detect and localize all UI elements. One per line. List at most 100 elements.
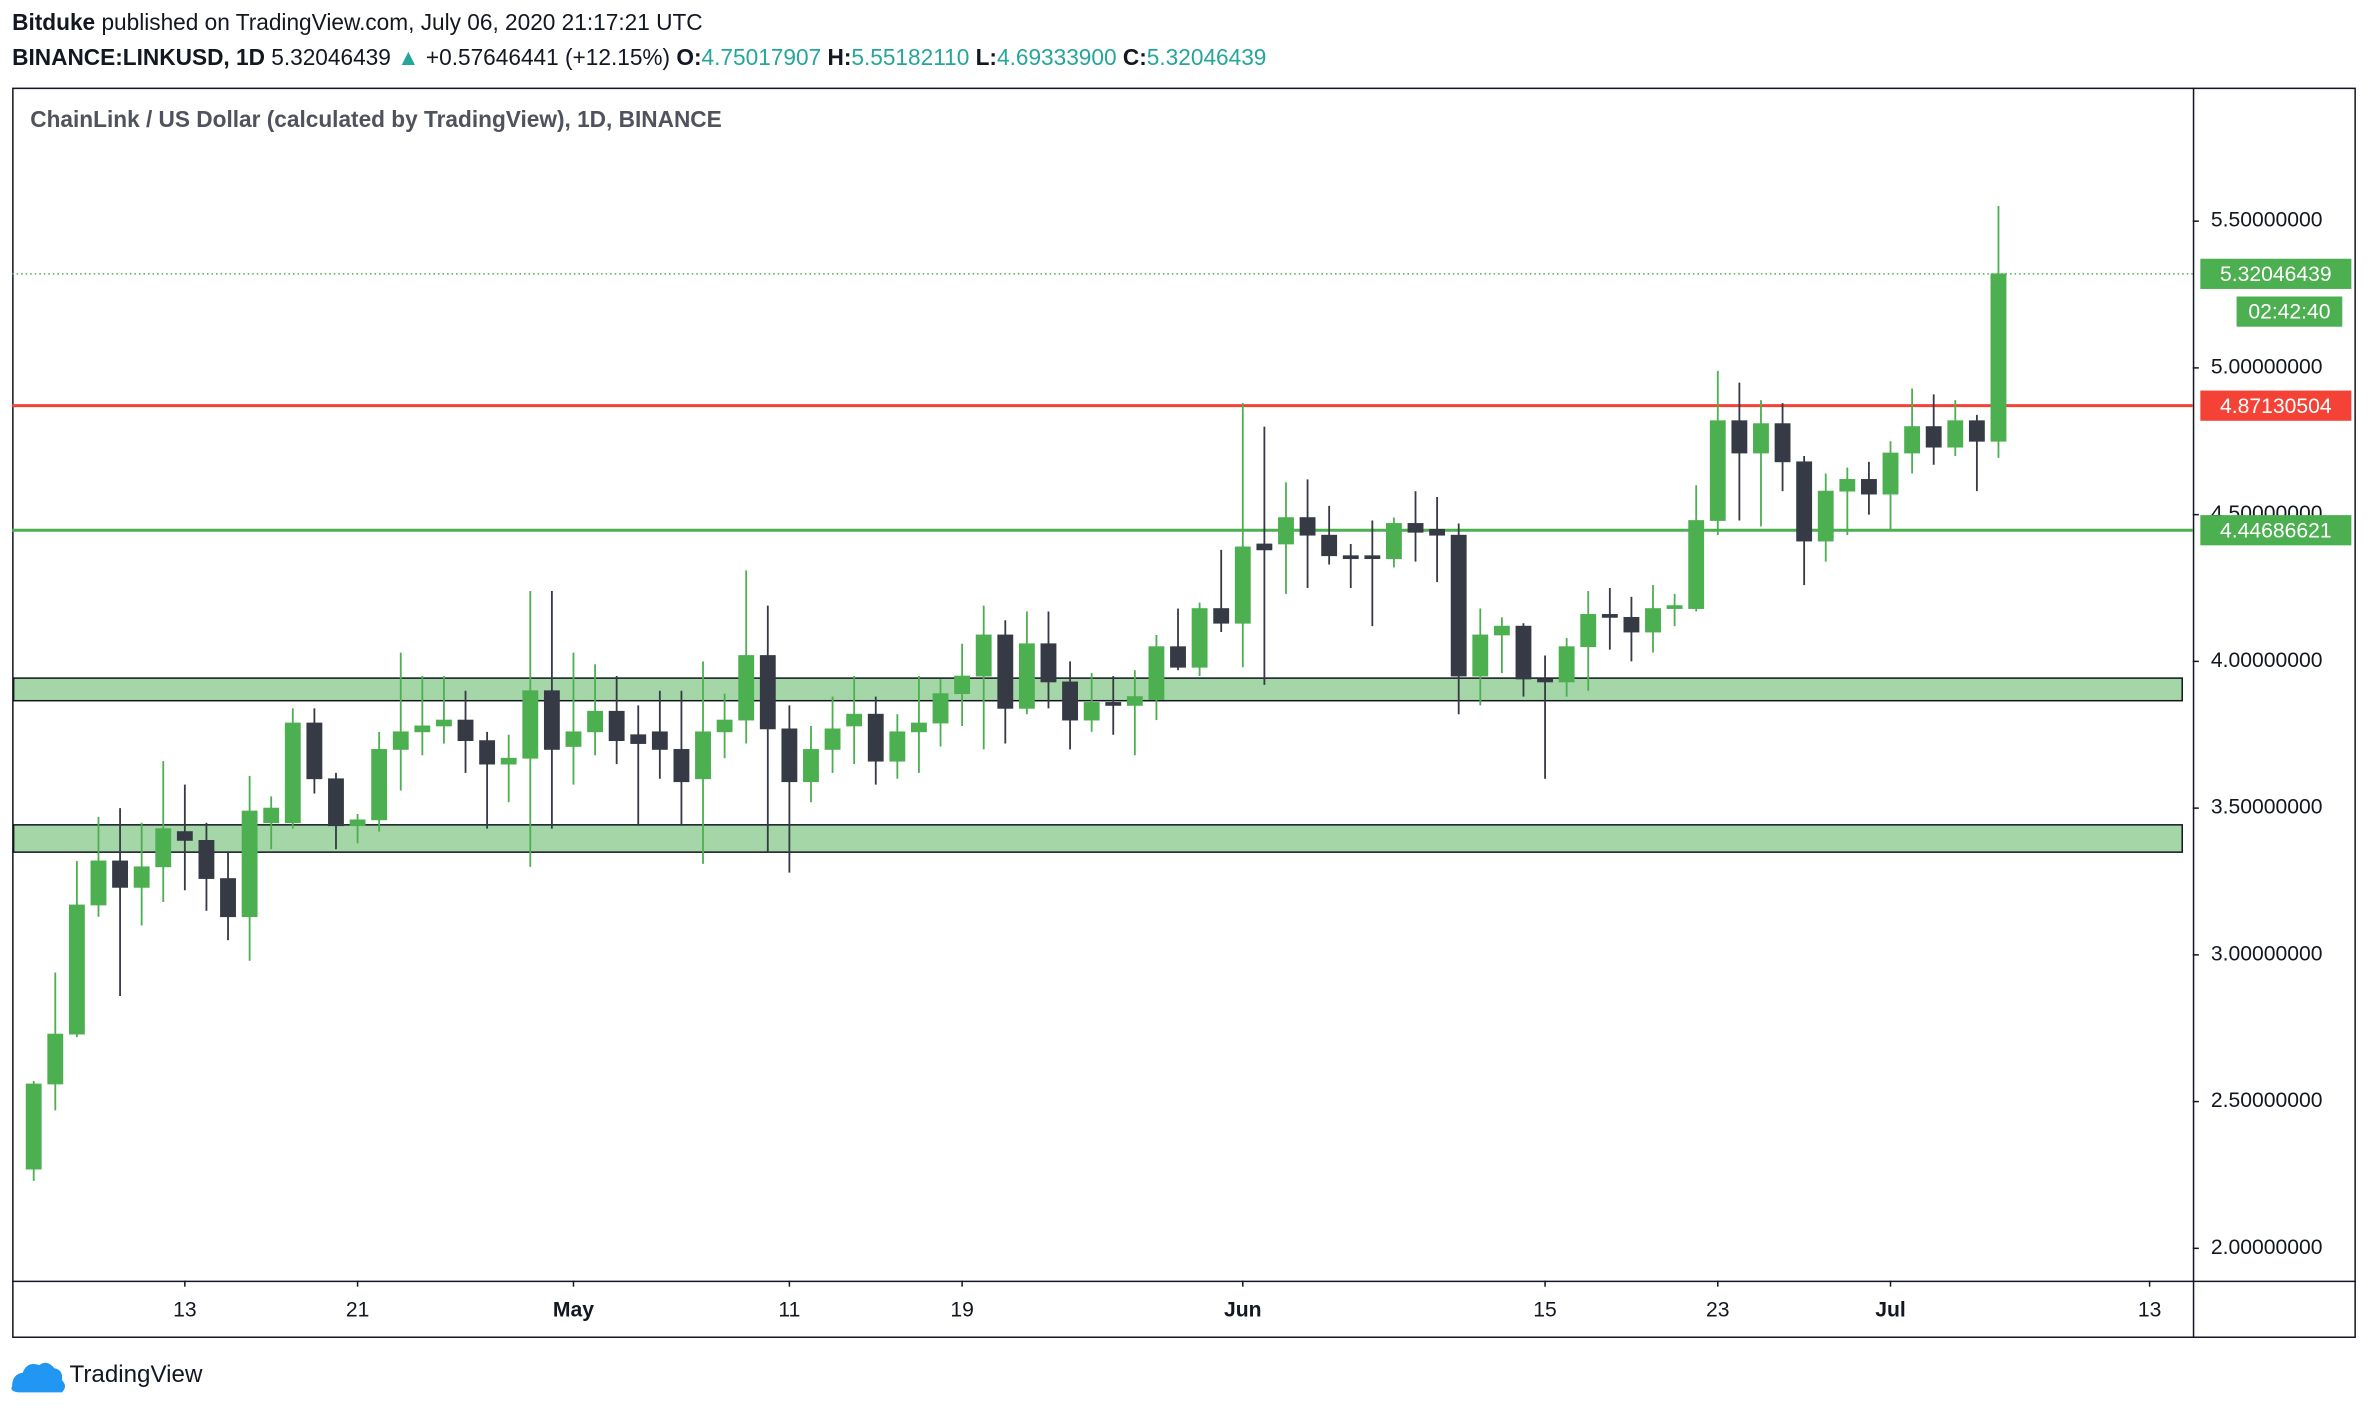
- candle-body: [90, 860, 107, 906]
- candle: [1170, 608, 1186, 671]
- x-tick-label: 13: [2138, 1298, 2162, 1321]
- candle-body: [932, 693, 949, 724]
- countdown: 02:42:40: [2248, 301, 2330, 324]
- candle-body: [1601, 614, 1618, 618]
- candle: [846, 676, 863, 765]
- candle-body: [263, 807, 280, 824]
- candle: [1968, 414, 1985, 492]
- candle: [306, 708, 323, 794]
- header-line-1: Bitduke published on TradingView.com, Ju…: [12, 9, 703, 35]
- candle: [1537, 655, 1553, 779]
- candle: [673, 690, 690, 826]
- candle: [1234, 403, 1251, 668]
- candle-body: [392, 731, 409, 750]
- zone: [12, 677, 2183, 702]
- zone: [12, 824, 2183, 853]
- hline-label: 4.87130504: [2220, 395, 2332, 418]
- candle: [1623, 596, 1640, 662]
- l-label: L:: [976, 44, 997, 70]
- candle: [47, 972, 64, 1111]
- candle: [220, 852, 236, 941]
- x-tick-label: Jul: [1875, 1298, 1906, 1321]
- candle: [1515, 623, 1532, 697]
- candle: [1385, 517, 1402, 568]
- candle-body: [911, 722, 927, 733]
- author: Bitduke: [12, 9, 95, 35]
- candle: [1299, 479, 1316, 589]
- candle-body: [1429, 528, 1446, 536]
- x-tick-label: 15: [1533, 1298, 1557, 1321]
- candle-body: [630, 734, 647, 744]
- y-tick-label: 5.00000000: [2211, 355, 2323, 378]
- candle: [90, 816, 107, 917]
- candle: [587, 664, 603, 756]
- change: +0.57646441 (+12.15%): [426, 44, 670, 70]
- candle-body: [457, 719, 474, 741]
- symbol: BINANCE:LINKUSD, 1D: [12, 44, 265, 70]
- candle-body: [68, 904, 85, 1035]
- footer-logo: TradingView: [11, 1361, 203, 1393]
- candle-body: [1817, 490, 1834, 542]
- candle: [263, 796, 280, 850]
- candle-body: [1645, 608, 1661, 633]
- frame: [12, 87, 2356, 1339]
- countdown-box: [2236, 296, 2343, 327]
- candle: [349, 813, 366, 844]
- candle: [1213, 549, 1230, 633]
- candle-body: [565, 731, 582, 747]
- x-tick-label: 23: [1706, 1298, 1730, 1321]
- candle: [803, 725, 819, 803]
- candle-body: [846, 713, 863, 727]
- candle-body: [1753, 423, 1769, 454]
- close: 5.32046439: [271, 44, 391, 70]
- candle: [522, 590, 539, 867]
- candle-body: [673, 749, 690, 783]
- candle-body: [328, 778, 344, 827]
- candle-body: [695, 731, 711, 780]
- c: 5.32046439: [1147, 44, 1267, 70]
- candle-body: [1105, 702, 1122, 706]
- x-tick-label: 19: [950, 1298, 974, 1321]
- candle: [1601, 588, 1618, 650]
- candle: [1947, 400, 1964, 456]
- candle-body: [543, 690, 560, 750]
- candle-body: [1882, 452, 1899, 495]
- candle: [1774, 403, 1791, 492]
- chart-title: ChainLink / US Dollar (calculated by Tra…: [30, 106, 722, 132]
- candle-body: [1126, 696, 1143, 706]
- candle-body: [1191, 608, 1208, 668]
- candle: [1342, 543, 1359, 589]
- candle: [1558, 637, 1575, 697]
- candle: [759, 605, 776, 853]
- candle-body: [1774, 423, 1791, 463]
- candle: [1796, 455, 1813, 586]
- candle-body: [954, 675, 971, 695]
- candle-body: [759, 655, 776, 730]
- candle-body: [155, 828, 172, 868]
- last-price-label-box: [2200, 258, 2352, 289]
- candle-body: [803, 749, 819, 783]
- candle: [543, 590, 560, 829]
- plot: 2.00000000 2.50000000 3.00000000 3.50000000…: [12, 205, 2352, 1321]
- candle: [1731, 382, 1748, 521]
- y-tick-label: 2.50000000: [2211, 1089, 2323, 1112]
- x-tick-label: May: [553, 1298, 594, 1321]
- candle-body: [1839, 479, 1856, 492]
- candle: [1882, 441, 1899, 530]
- candle: [1278, 482, 1294, 594]
- candle-body: [738, 655, 755, 721]
- candle: [1709, 370, 1726, 536]
- candle-body: [1018, 643, 1035, 709]
- candle: [1817, 473, 1834, 562]
- candle: [371, 731, 388, 832]
- x-tick-label: 13: [173, 1298, 197, 1321]
- candle-body: [1688, 520, 1705, 609]
- candle: [1580, 590, 1597, 691]
- candle: [133, 822, 150, 926]
- candle: [1364, 520, 1381, 627]
- candle: [695, 661, 711, 864]
- candle: [328, 772, 344, 850]
- candle-body: [587, 710, 603, 733]
- candle-body: [1450, 534, 1467, 677]
